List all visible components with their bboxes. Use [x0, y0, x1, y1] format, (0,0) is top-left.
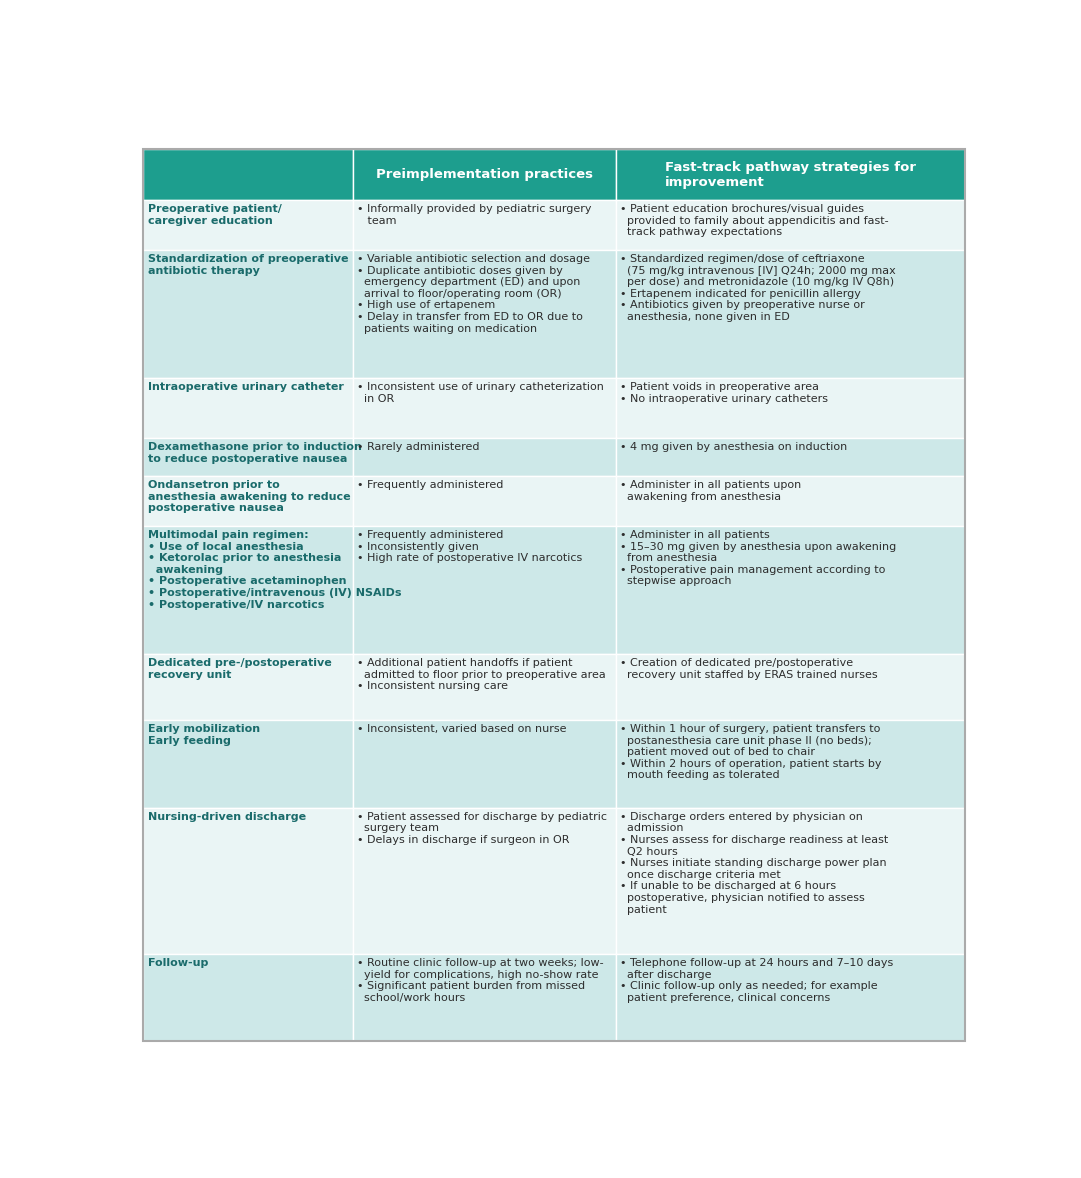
Bar	[616, 150, 965, 200]
Bar	[616, 654, 965, 720]
Text: • Additional patient handoffs if patient
  admitted to floor prior to preoperati: • Additional patient handoffs if patient…	[357, 659, 606, 691]
Text: • Standardized regimen/dose of ceftriaxone
  (75 mg/kg intravenous [IV] Q24h; 20: • Standardized regimen/dose of ceftriaxo…	[620, 254, 896, 322]
Bar	[616, 250, 965, 378]
Bar	[616, 200, 965, 250]
Text: Preoperative patient/
caregiver education: Preoperative patient/ caregiver educatio…	[147, 204, 281, 226]
Text: • Frequently administered: • Frequently administered	[357, 481, 504, 490]
Bar	[352, 438, 616, 476]
Bar	[352, 954, 616, 1040]
Bar	[143, 476, 352, 527]
Bar	[352, 654, 616, 720]
Text: Early mobilization
Early feeding: Early mobilization Early feeding	[147, 724, 259, 746]
Bar	[352, 200, 616, 250]
Text: Follow-up: Follow-up	[147, 958, 208, 968]
Text: • Creation of dedicated pre/postoperative
  recovery unit staffed by ERAS traine: • Creation of dedicated pre/postoperativ…	[620, 659, 878, 680]
Bar	[616, 438, 965, 476]
Text: • Inconsistent use of urinary catheterization
  in OR: • Inconsistent use of urinary catheteriz…	[357, 382, 604, 404]
Text: Standardization of preoperative
antibiotic therapy: Standardization of preoperative antibiot…	[147, 254, 348, 276]
Text: • Telephone follow-up at 24 hours and 7–10 days
  after discharge
• Clinic follo: • Telephone follow-up at 24 hours and 7–…	[620, 958, 894, 1002]
Bar	[143, 150, 352, 200]
Bar	[143, 250, 352, 378]
Bar	[352, 250, 616, 378]
Text: Multimodal pain regimen:
• Use of local anesthesia
• Ketorolac prior to anesthes: Multimodal pain regimen: • Use of local …	[147, 530, 401, 609]
Text: • Inconsistent, varied based on nurse: • Inconsistent, varied based on nurse	[357, 724, 566, 734]
Bar	[143, 200, 352, 250]
Bar	[352, 527, 616, 654]
Text: Preimplementation practices: Preimplementation practices	[375, 168, 592, 181]
Bar	[143, 808, 352, 954]
Text: Dexamethasone prior to induction
to reduce postoperative nausea: Dexamethasone prior to induction to redu…	[147, 442, 361, 464]
Text: • Frequently administered
• Inconsistently given
• High rate of postoperative IV: • Frequently administered • Inconsistent…	[357, 530, 583, 563]
Text: • Patient assessed for discharge by pediatric
  surgery team
• Delays in dischar: • Patient assessed for discharge by pedi…	[357, 812, 608, 845]
Text: Dedicated pre-/postoperative
recovery unit: Dedicated pre-/postoperative recovery un…	[147, 659, 331, 680]
Bar	[616, 378, 965, 438]
Bar	[616, 527, 965, 654]
Bar	[616, 476, 965, 527]
Bar	[352, 808, 616, 954]
Text: • Administer in all patients upon
  awakening from anesthesia: • Administer in all patients upon awaken…	[620, 481, 802, 502]
Bar	[143, 654, 352, 720]
Text: • Patient voids in preoperative area
• No intraoperative urinary catheters: • Patient voids in preoperative area • N…	[620, 382, 828, 404]
Bar	[143, 954, 352, 1040]
Text: • Patient education brochures/visual guides
  provided to family about appendici: • Patient education brochures/visual gui…	[620, 204, 889, 237]
Text: • Variable antibiotic selection and dosage
• Duplicate antibiotic doses given by: • Variable antibiotic selection and dosa…	[357, 254, 590, 333]
Text: • Within 1 hour of surgery, patient transfers to
  postanesthesia care unit phas: • Within 1 hour of surgery, patient tran…	[620, 724, 882, 780]
Text: • 4 mg given by anesthesia on induction: • 4 mg given by anesthesia on induction	[620, 442, 848, 452]
Text: • Informally provided by pediatric surgery
   team: • Informally provided by pediatric surge…	[357, 204, 591, 226]
Text: • Administer in all patients
• 15–30 mg given by anesthesia upon awakening
  fro: • Administer in all patients • 15–30 mg …	[620, 530, 896, 587]
Bar	[143, 438, 352, 476]
Text: Ondansetron prior to
anesthesia awakening to reduce
postoperative nausea: Ondansetron prior to anesthesia awakenin…	[147, 481, 350, 514]
Bar	[352, 476, 616, 527]
Text: Intraoperative urinary catheter: Intraoperative urinary catheter	[147, 382, 344, 392]
Text: • Discharge orders entered by physician on
  admission
• Nurses assess for disch: • Discharge orders entered by physician …	[620, 812, 889, 914]
Text: • Routine clinic follow-up at two weeks; low-
  yield for complications, high no: • Routine clinic follow-up at two weeks;…	[357, 958, 604, 1002]
Bar	[143, 378, 352, 438]
Bar	[352, 150, 616, 200]
Bar	[616, 720, 965, 808]
Text: Nursing-driven discharge: Nursing-driven discharge	[147, 812, 306, 822]
Bar	[143, 720, 352, 808]
Text: • Rarely administered: • Rarely administered	[357, 442, 480, 452]
Bar	[352, 378, 616, 438]
Bar	[616, 954, 965, 1040]
Bar	[143, 527, 352, 654]
Bar	[616, 808, 965, 954]
Text: Fast-track pathway strategies for
improvement: Fast-track pathway strategies for improv…	[665, 160, 916, 188]
Bar	[352, 720, 616, 808]
